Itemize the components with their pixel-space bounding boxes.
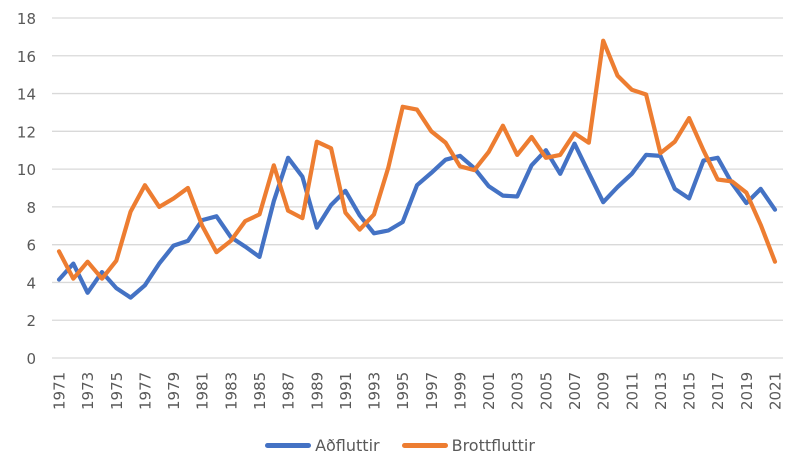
x-tick-label: 2005 — [537, 372, 555, 410]
y-tick-label: 6 — [26, 237, 36, 255]
y-tick-label: 4 — [26, 274, 36, 292]
legend-label-brottfluttir: Brottfluttir — [451, 435, 535, 455]
y-tick-label: 18 — [17, 10, 36, 28]
x-tick-label: 1989 — [308, 372, 326, 410]
x-tick-label: 1981 — [194, 372, 212, 410]
x-tick-label: 1977 — [136, 372, 154, 410]
y-tick-label: 12 — [17, 123, 36, 141]
y-tick-label: 8 — [26, 199, 36, 217]
x-tick-label: 2003 — [509, 372, 527, 410]
x-tick-label: 1983 — [222, 372, 240, 410]
series-line-brottfluttir — [56, 38, 778, 281]
x-axis-tick-labels: 1971 1973 1975 1977 1979 1981 1983 1985 1987 1989… — [51, 372, 785, 410]
y-tick-label: 0 — [26, 350, 36, 368]
legend-swatch-adfluttir — [265, 442, 312, 448]
x-tick-label: 2019 — [738, 372, 756, 410]
x-tick-label: 1979 — [165, 372, 183, 410]
y-tick-label: 14 — [17, 86, 36, 104]
x-tick-label: 1997 — [423, 372, 441, 410]
legend-item-adfluttir: Aðfluttir — [265, 436, 380, 455]
x-tick-label: 1993 — [366, 372, 384, 410]
y-tick-label: 10 — [17, 161, 36, 179]
legend: Aðfluttir Brottfluttir — [0, 433, 800, 457]
x-tick-label: 2017 — [709, 372, 727, 410]
x-tick-label: 1995 — [394, 372, 412, 410]
x-tick-label: 2001 — [480, 372, 498, 410]
x-tick-label: 2021 — [767, 372, 785, 410]
x-tick-label: 1991 — [337, 372, 355, 410]
x-tick-label: 1987 — [280, 372, 298, 410]
x-tick-label: 2007 — [566, 372, 584, 410]
x-tick-label: 2011 — [623, 372, 641, 410]
series-line-adfluttir — [56, 141, 778, 300]
legend-swatch-brottfluttir — [401, 442, 448, 448]
x-tick-label: 1971 — [51, 372, 69, 410]
x-tick-label: 1975 — [108, 372, 126, 410]
y-axis-tick-labels: 0 2 4 6 8 10 12 14 16 18 — [17, 10, 36, 368]
x-tick-label: 1973 — [79, 372, 97, 410]
x-tick-label: 1985 — [251, 372, 269, 410]
legend-item-brottfluttir: Brottfluttir — [401, 435, 535, 455]
x-tick-label: 2009 — [595, 372, 613, 410]
x-tick-label: 2015 — [681, 372, 699, 410]
y-tick-label: 2 — [26, 312, 36, 330]
legend-label-adfluttir: Aðfluttir — [315, 435, 380, 455]
x-tick-label: 2013 — [652, 372, 670, 410]
x-tick-label: 1999 — [451, 372, 469, 410]
series-lines — [56, 38, 778, 300]
y-tick-label: 16 — [17, 48, 36, 66]
